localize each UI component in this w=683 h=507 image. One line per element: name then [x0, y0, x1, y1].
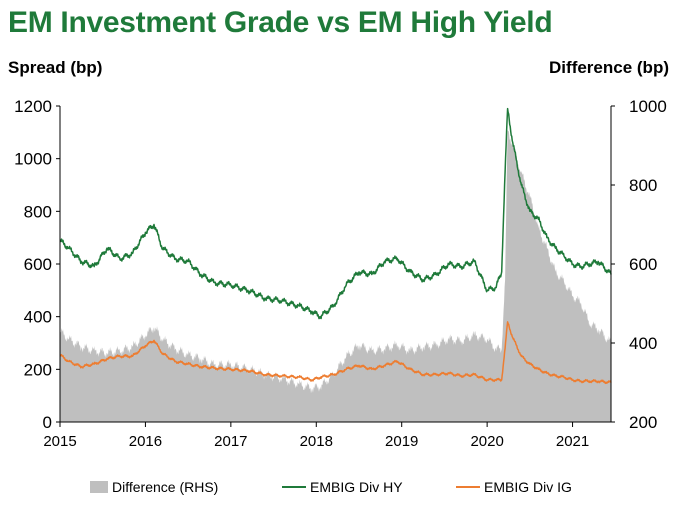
- right-tick-label: 400: [629, 334, 657, 353]
- right-axis-title: Difference (bp): [549, 58, 669, 77]
- x-tick-label: 2015: [43, 433, 76, 450]
- series-line-ig: [59, 321, 612, 385]
- left-tick-label: 400: [24, 308, 52, 327]
- legend-swatch-difference: [90, 481, 108, 493]
- right-tick-label: 200: [629, 413, 657, 432]
- legend-item-hy: EMBIG Div HY: [282, 479, 403, 495]
- legend-label-ig: EMBIG Div IG: [484, 479, 572, 495]
- right-tick-label: 800: [629, 176, 657, 195]
- x-tick-label: 2016: [129, 433, 162, 450]
- x-tick-label: 2017: [214, 433, 247, 450]
- right-tick-label: 1000: [629, 97, 667, 116]
- left-tick-label: 1000: [14, 150, 52, 169]
- series-area-difference: [60, 129, 611, 422]
- x-tick-label: 2020: [470, 433, 503, 450]
- series-line-hy: [59, 107, 612, 320]
- x-tick-label: 2018: [300, 433, 333, 450]
- legend-item-ig: EMBIG Div IG: [456, 479, 572, 495]
- legend-label-difference: Difference (RHS): [112, 479, 219, 495]
- legend-swatch-hy: [282, 486, 306, 488]
- left-tick-label: 0: [43, 413, 52, 432]
- x-tick-label: 2019: [385, 433, 418, 450]
- right-tick-label: 600: [629, 255, 657, 274]
- legend-item-difference: Difference (RHS): [90, 479, 218, 495]
- chart-title: EM Investment Grade vs EM High Yield: [8, 6, 553, 39]
- left-tick-label: 600: [24, 255, 52, 274]
- x-tick-label: 2021: [556, 433, 589, 450]
- legend-swatch-ig: [456, 486, 480, 488]
- left-tick-label: 1200: [14, 97, 52, 116]
- left-axis-title: Spread (bp): [8, 58, 103, 77]
- left-tick-label: 200: [24, 360, 52, 379]
- legend-label-hy: EMBIG Div HY: [310, 479, 403, 495]
- chart-legend: Difference (RHS) EMBIG Div HY EMBIG Div …: [0, 479, 683, 499]
- left-tick-label: 800: [24, 202, 52, 221]
